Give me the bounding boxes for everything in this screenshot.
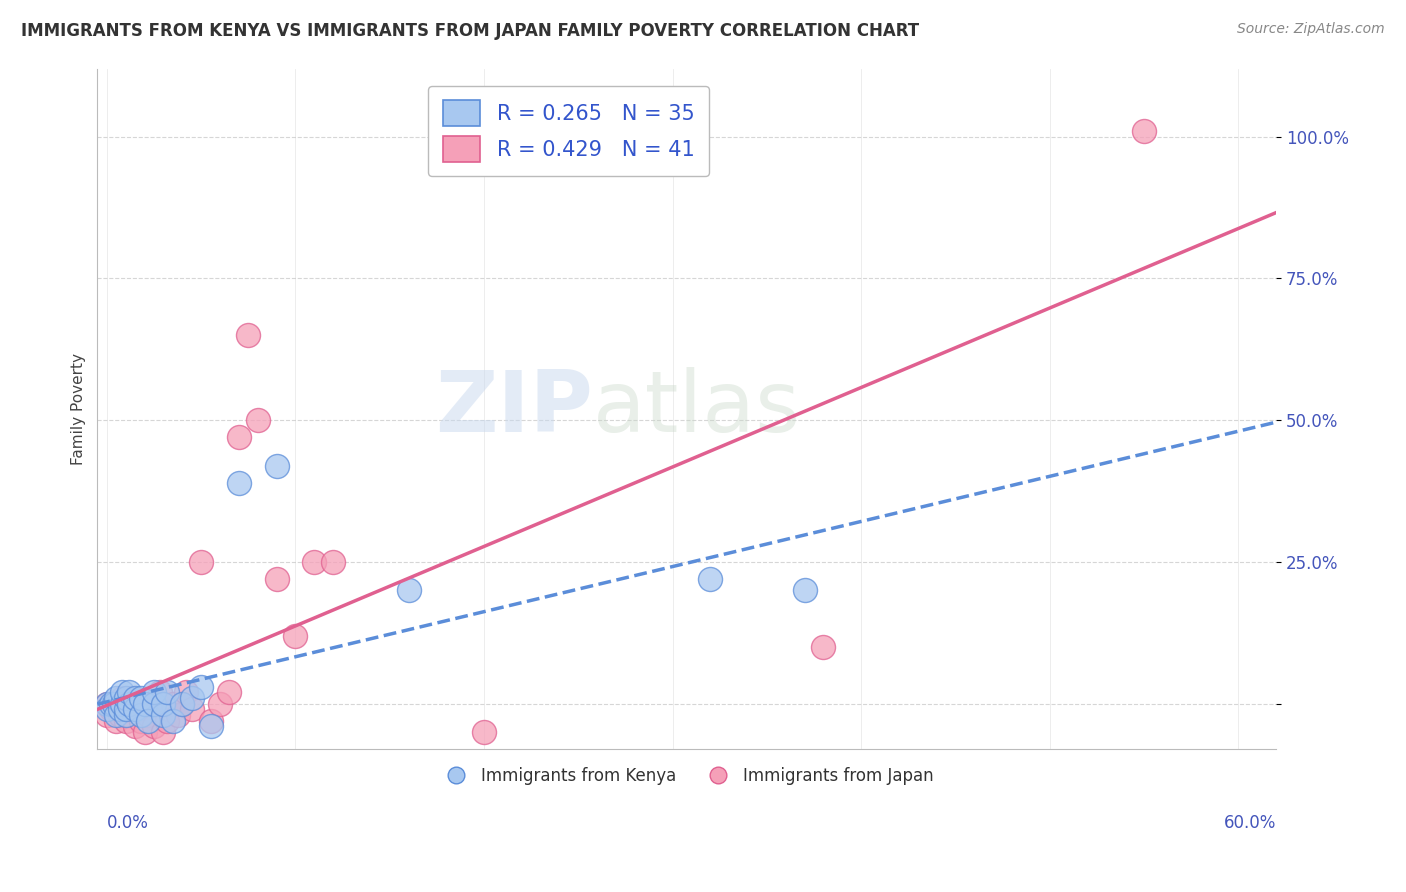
Text: ZIP: ZIP [434,368,592,450]
Point [246,413,269,427]
Point [111,697,134,711]
Point [190,555,212,569]
Point [813,640,835,654]
Text: IMMIGRANTS FROM KENYA VS IMMIGRANTS FROM JAPAN FAMILY POVERTY CORRELATION CHART: IMMIGRANTS FROM KENYA VS IMMIGRANTS FROM… [21,22,920,40]
Point [238,328,260,343]
Point [398,583,420,598]
Point [129,708,152,723]
Point [152,725,174,739]
Point [228,430,250,444]
Point [266,458,288,473]
Point [322,555,344,569]
Point [120,691,142,706]
Point [124,719,146,733]
Point [142,685,165,699]
Point [284,629,307,643]
Point [124,702,146,716]
Point [118,697,141,711]
Point [302,555,325,569]
Point [134,725,156,739]
Point [200,714,222,728]
Point [156,714,179,728]
Point [136,708,159,723]
Point [118,708,141,723]
Point [96,697,118,711]
Point [101,697,124,711]
Point [142,697,165,711]
Point [96,702,118,716]
Point [162,697,184,711]
Point [114,714,136,728]
Point [108,702,131,716]
Point [190,680,212,694]
Point [114,697,136,711]
Point [111,691,134,706]
Text: 60.0%: 60.0% [1223,814,1277,832]
Point [228,475,250,490]
Point [472,725,495,739]
Point [114,708,136,723]
Point [699,572,721,586]
Point [180,691,202,706]
Point [156,685,179,699]
Point [114,702,136,716]
Point [134,697,156,711]
Point [103,697,125,711]
Point [100,702,122,716]
Text: atlas: atlas [592,368,800,450]
Point [200,719,222,733]
Point [108,708,131,723]
Text: Source: ZipAtlas.com: Source: ZipAtlas.com [1237,22,1385,37]
Point [266,572,288,586]
Point [136,714,159,728]
Point [105,691,128,706]
Text: 0.0%: 0.0% [107,814,149,832]
Point [172,697,194,711]
Point [208,697,231,711]
Y-axis label: Family Poverty: Family Poverty [72,353,86,465]
Point [152,708,174,723]
Point [162,714,184,728]
Point [96,708,118,723]
Point [105,708,128,723]
Point [118,685,141,699]
Legend: Immigrants from Kenya, Immigrants from Japan: Immigrants from Kenya, Immigrants from J… [433,761,941,792]
Point [793,583,815,598]
Point [114,691,136,706]
Point [167,708,190,723]
Point [142,719,165,733]
Point [100,697,122,711]
Point [125,697,148,711]
Point [218,685,240,699]
Point [1133,124,1156,138]
Point [129,691,152,706]
Point [142,697,165,711]
Point [124,691,146,706]
Point [152,697,174,711]
Point [96,697,118,711]
Point [111,685,134,699]
Point [172,697,194,711]
Point [149,685,172,699]
Point [129,714,152,728]
Point [174,685,197,699]
Point [180,702,202,716]
Point [105,714,128,728]
Point [107,697,129,711]
